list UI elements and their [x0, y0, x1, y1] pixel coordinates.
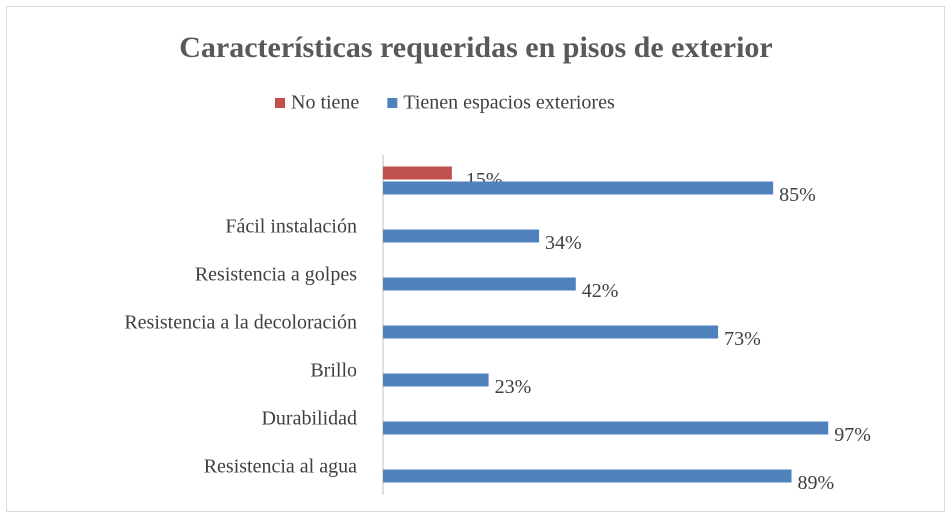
data-label: 73%	[724, 328, 761, 350]
legend-swatch	[387, 98, 398, 108]
legend-label: Tienen espacios exteriores	[403, 92, 615, 114]
legend-swatch	[275, 98, 285, 108]
bar	[383, 469, 792, 483]
y-tick-label: Resistencia al agua	[204, 456, 357, 478]
data-label: 89%	[798, 472, 835, 494]
bar	[383, 277, 576, 291]
y-tick-label: Resistencia a golpes	[195, 264, 357, 286]
chart-title: Características requeridas en pisos de e…	[179, 31, 772, 64]
bar	[383, 166, 452, 180]
bar	[383, 325, 719, 339]
bar	[383, 229, 540, 243]
bar	[383, 181, 774, 195]
bar	[383, 421, 829, 435]
data-label: 85%	[779, 184, 816, 206]
data-label: 34%	[545, 232, 582, 254]
y-tick-label: Durabilidad	[261, 408, 357, 430]
y-tick-label: Fácil instalación	[225, 216, 357, 238]
data-label: 42%	[582, 280, 619, 302]
y-tick-label: Brillo	[310, 360, 357, 382]
y-tick-label: Resistencia a la decoloración	[124, 312, 357, 334]
chart-frame	[6, 6, 945, 512]
data-label: 97%	[834, 424, 871, 446]
bar	[383, 373, 489, 387]
legend-label: No tiene	[291, 92, 359, 114]
data-label: 23%	[495, 376, 532, 398]
